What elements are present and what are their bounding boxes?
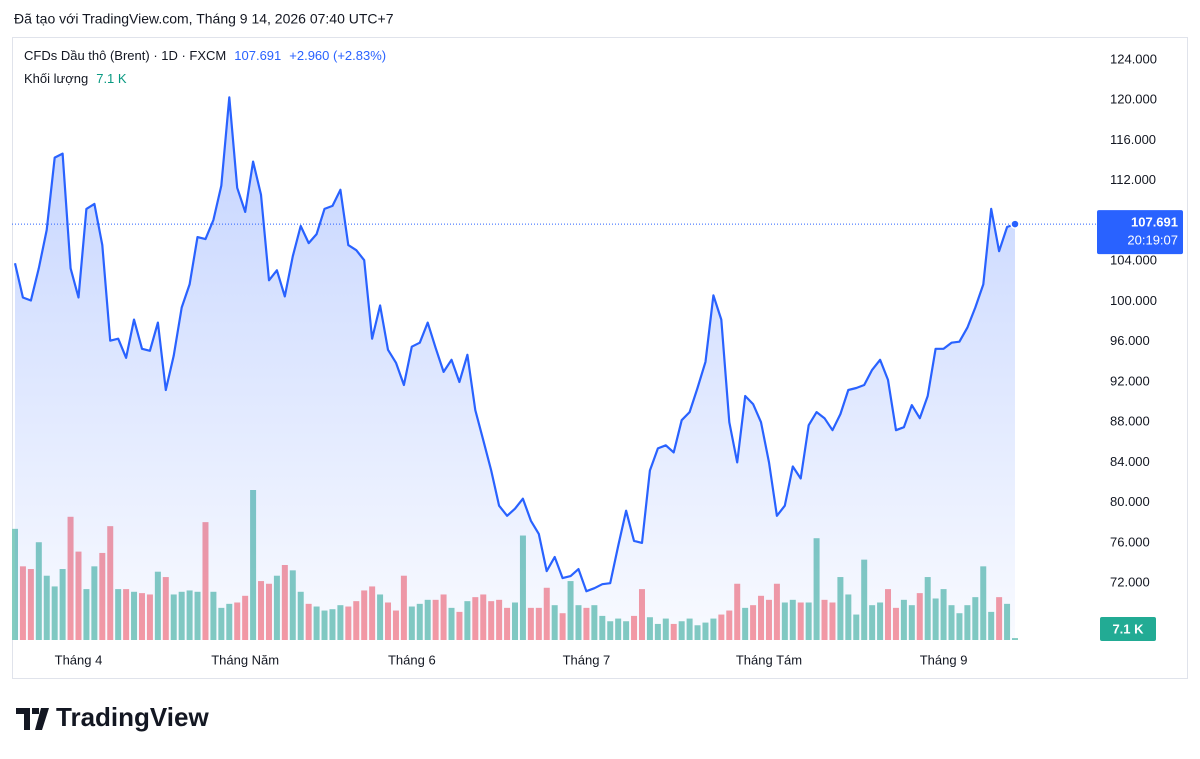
y-tick-label: 72.000 [1110, 575, 1150, 590]
change: +2.960 (+2.83%) [289, 48, 386, 63]
x-tick-label: Tháng 9 [920, 652, 968, 667]
y-tick-label: 112.000 [1110, 172, 1156, 187]
last-point [1010, 219, 1020, 229]
x-tick-label: Tháng Năm [211, 652, 279, 667]
volume-badge-value: 7.1 K [1112, 621, 1144, 636]
logo: TradingView [16, 702, 209, 732]
y-tick-label: 88.000 [1110, 414, 1150, 429]
last-price: 107.691 [234, 48, 281, 63]
price-badge-value: 107.691 [1131, 215, 1178, 230]
caption: Đã tạo với TradingView.com, Tháng 9 14, … [14, 11, 394, 27]
chart-frame [12, 37, 1188, 679]
volume-header: Khối lượng 7.1 K [24, 71, 127, 86]
y-tick-label: 96.000 [1110, 333, 1150, 348]
y-tick-label: 92.000 [1110, 373, 1150, 388]
volume-badge [1100, 617, 1156, 641]
x-tick-label: Tháng 6 [388, 652, 436, 667]
countdown: 20:19:07 [1127, 233, 1178, 248]
y-tick-label: 100.000 [1110, 293, 1157, 308]
volume-last: 7.1 K [96, 71, 127, 86]
y-tick-label: 120.000 [1110, 92, 1157, 107]
volume-title: Khối lượng [24, 71, 88, 86]
price-line [13, 96, 1016, 593]
price-badge [1097, 210, 1183, 255]
area [15, 97, 1015, 641]
x-tick-label: Tháng 7 [563, 652, 611, 667]
chart-title: CFDs Dầu thô (Brent) · 1D · FXCM [24, 48, 226, 63]
logo-text: TradingView [56, 702, 209, 732]
y-tick-label: 104.000 [1110, 253, 1157, 268]
x-tick-label: Tháng 4 [55, 652, 103, 667]
plot [12, 96, 1018, 641]
x-tick-label: Tháng Tám [736, 652, 802, 667]
y-tick-label: 116.000 [1110, 132, 1156, 147]
header: CFDs Dầu thô (Brent) · 1D · FXCM 107.691 +… [24, 48, 386, 63]
y-tick-label: 80.000 [1110, 494, 1150, 509]
y-tick-label: 84.000 [1110, 454, 1150, 469]
y-tick-label: 76.000 [1110, 534, 1150, 549]
logo-icon [16, 708, 49, 730]
y-tick-label: 124.000 [1110, 51, 1157, 66]
